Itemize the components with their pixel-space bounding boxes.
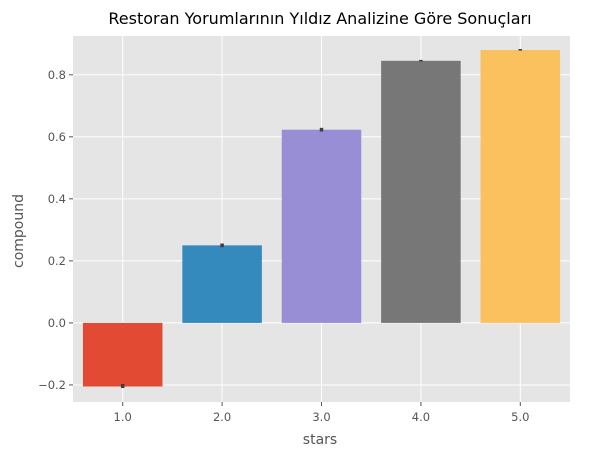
bar <box>480 49 561 323</box>
y-tick-label: −0.2 <box>38 378 66 392</box>
x-axis-ticks: 1.0 2.0 3.0 4.0 5.0 <box>114 402 529 424</box>
y-tick-label: 0.4 <box>48 192 66 206</box>
y-tick-label: 0.6 <box>48 130 66 144</box>
x-tick-label: 4.0 <box>412 410 430 424</box>
bar <box>82 322 163 387</box>
bars <box>82 49 561 387</box>
y-tick-label: 0.0 <box>48 316 66 330</box>
x-tick-label: 5.0 <box>511 410 529 424</box>
bar <box>281 129 362 323</box>
x-tick-label: 1.0 <box>114 410 132 424</box>
bar <box>182 245 262 323</box>
x-tick-label: 2.0 <box>213 410 231 424</box>
y-axis-ticks: −0.2 0.0 0.2 0.4 0.6 0.8 <box>38 68 73 392</box>
y-axis-label: compound <box>11 194 27 268</box>
error-bars <box>120 49 523 389</box>
bar <box>381 60 461 323</box>
y-tick-label: 0.2 <box>48 254 66 268</box>
x-axis-label: stars <box>303 432 337 448</box>
y-tick-label: 0.8 <box>48 68 66 82</box>
chart-title: Restoran Yorumlarının Yıldız Analizine G… <box>108 9 531 28</box>
x-tick-label: 3.0 <box>312 410 330 424</box>
